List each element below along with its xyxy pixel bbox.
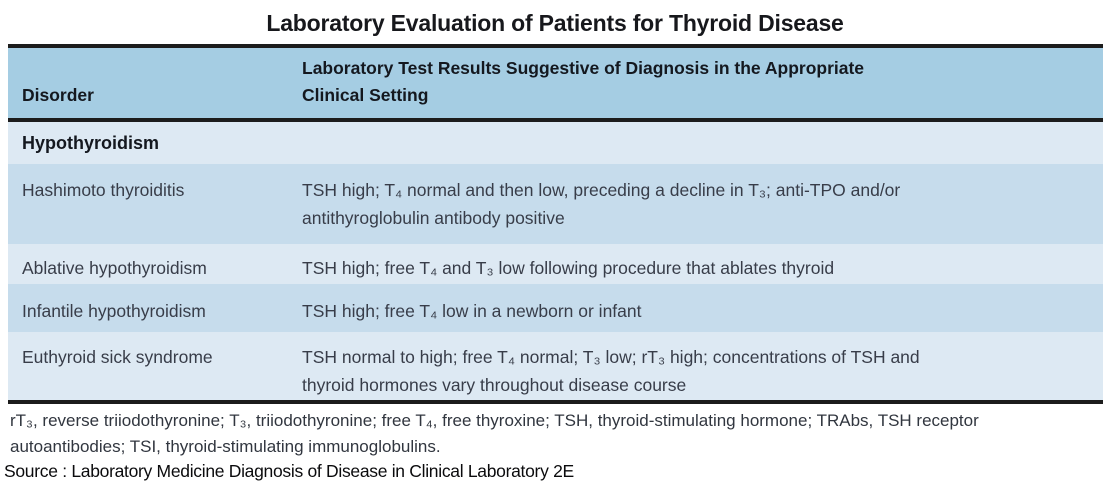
column-header-disorder: Disorder xyxy=(22,85,94,105)
disorder-cell: Ablative hypothyroidism xyxy=(22,258,207,278)
result-cell: TSH high; T₄ normal and then low, preced… xyxy=(302,180,901,228)
section-label: Hypothyroidism xyxy=(22,133,160,153)
table-row: Ablative hypothyroidism TSH high; free T… xyxy=(8,244,1103,284)
table-row: Infantile hypothyroidism TSH high; free … xyxy=(8,284,1103,332)
column-header-lab-results: Laboratory Test Results Suggestive of Di… xyxy=(302,58,865,105)
table-row: Hashimoto thyroiditis TSH high; T₄ norma… xyxy=(8,164,1103,244)
table-header-row: Disorder Laboratory Test Results Suggest… xyxy=(8,48,1103,122)
result-cell: TSH normal to high; free T₄ normal; T₃ l… xyxy=(302,347,920,395)
result-cell: TSH high; free T₄ low in a newborn or in… xyxy=(302,301,642,321)
table-row: Euthyroid sick syndrome TSH normal to hi… xyxy=(8,332,1103,400)
abbreviations-footnote: rT₃, reverse triiodothyronine; T₃, triio… xyxy=(10,411,979,456)
disorder-cell: Infantile hypothyroidism xyxy=(22,301,206,321)
section-row-hypothyroidism: Hypothyroidism xyxy=(8,122,1103,164)
page-title: Laboratory Evaluation of Patients for Th… xyxy=(266,10,844,36)
disorder-cell: Euthyroid sick syndrome xyxy=(22,347,213,367)
source-citation: Source : Laboratory Medicine Diagnosis o… xyxy=(4,461,574,481)
section-row-spacer xyxy=(302,131,1103,164)
result-cell: TSH high; free T₄ and T₃ low following p… xyxy=(302,258,835,278)
disorder-cell: Hashimoto thyroiditis xyxy=(22,180,185,200)
thyroid-table: Disorder Laboratory Test Results Suggest… xyxy=(8,44,1103,404)
